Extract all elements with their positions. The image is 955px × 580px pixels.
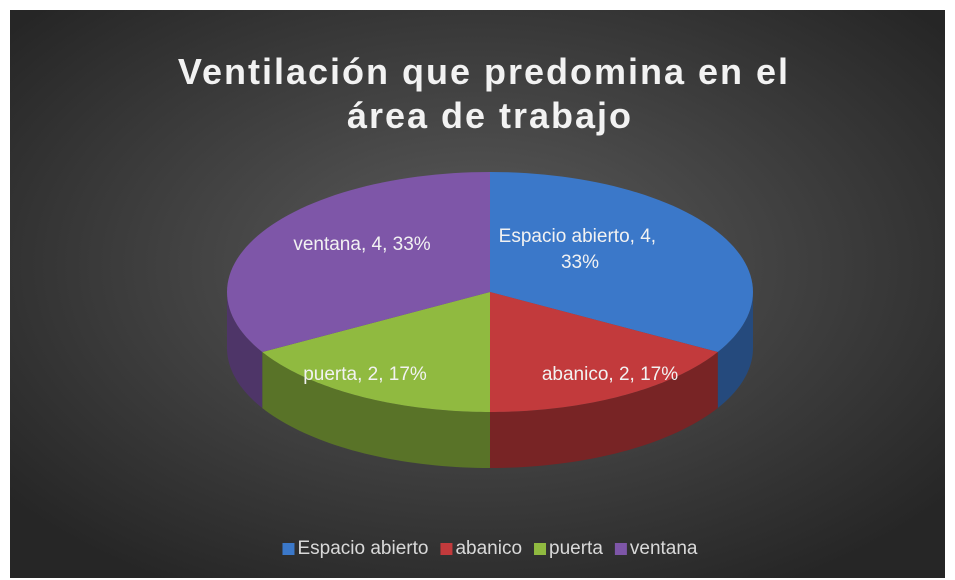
legend-swatch xyxy=(534,543,547,555)
data-label: puerta, 2, 17% xyxy=(303,364,427,385)
legend-swatch xyxy=(614,543,627,555)
data-label: Espacio abierto, 4, 33% xyxy=(499,226,662,273)
data-label: ventana, 4, 33% xyxy=(293,234,430,255)
pie-slice-side xyxy=(227,292,263,408)
pie-slice-side xyxy=(717,292,753,408)
pie-slice-side xyxy=(490,352,718,468)
data-label: abanico, 2, 17% xyxy=(542,364,678,385)
legend: Espacio abierto abanico puerta ventana xyxy=(282,538,698,559)
pie-slice xyxy=(262,292,490,412)
legend-label: puerta xyxy=(549,538,603,559)
legend-label: abanico xyxy=(455,538,522,559)
legend-swatch xyxy=(440,543,453,555)
legend-label: ventana xyxy=(630,538,698,559)
pie-slice xyxy=(490,172,753,352)
pie-slice xyxy=(227,172,490,352)
pie-slice-side xyxy=(262,352,490,468)
legend-label: Espacio abierto xyxy=(297,538,428,559)
chart-title: Ventilación que predomina en el área de … xyxy=(178,51,802,136)
legend-swatch xyxy=(282,543,295,555)
pie-slice xyxy=(490,292,718,412)
